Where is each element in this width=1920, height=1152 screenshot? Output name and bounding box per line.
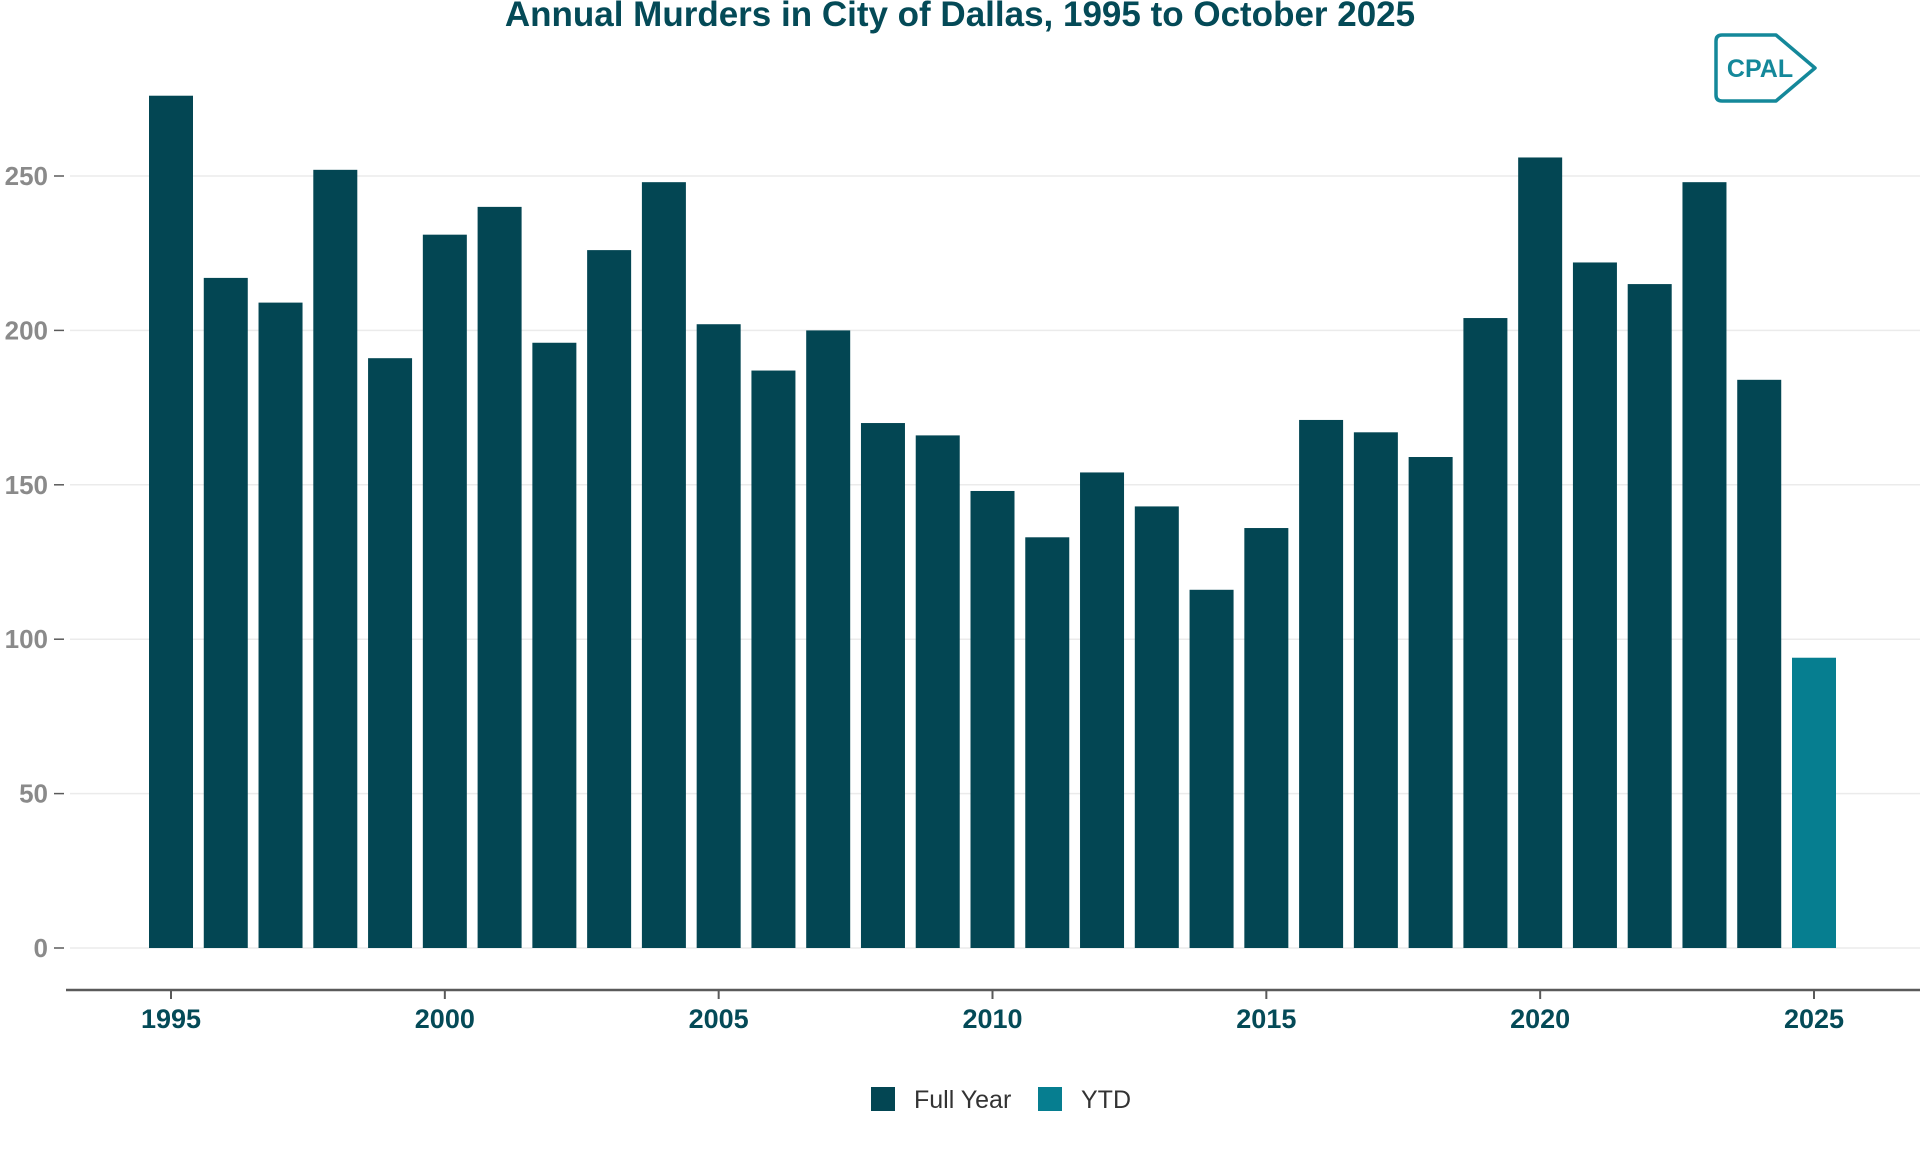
bar-2010 <box>970 490 1015 948</box>
bar-2018 <box>1408 457 1453 948</box>
x-tick-label-2005: 2005 <box>689 1004 749 1034</box>
x-tick-label-2000: 2000 <box>415 1004 475 1034</box>
y-tick-label-0: 0 <box>34 933 48 963</box>
bar-2015 <box>1244 528 1289 948</box>
x-tick-label-2010: 2010 <box>962 1004 1022 1034</box>
bar-2023 <box>1682 182 1727 948</box>
bar-1998 <box>313 169 358 949</box>
bar-2003 <box>587 250 632 948</box>
bar-1997 <box>258 302 303 948</box>
x-tick-label-1995: 1995 <box>141 1004 201 1034</box>
bar-2016 <box>1299 419 1344 948</box>
bar-2000 <box>422 234 467 948</box>
bar-2012 <box>1080 472 1125 948</box>
cpal-logo: CPAL <box>1714 33 1817 103</box>
bar-2021 <box>1572 262 1617 948</box>
x-tick-label-2020: 2020 <box>1510 1004 1570 1034</box>
bar-2024 <box>1737 379 1782 949</box>
cpal-logo-text: CPAL <box>1727 55 1793 83</box>
bar-1996 <box>203 277 248 948</box>
cpal-logo-tag-shape <box>1714 33 1817 103</box>
bar-2013 <box>1134 506 1179 948</box>
axes: 0 50 100 150 200 250 1995 2000 2005 2010 2015 2020 2… <box>5 161 1920 1034</box>
bar-2011 <box>1025 537 1070 948</box>
legend-swatch-ytd <box>1038 1087 1062 1111</box>
bar-2014 <box>1189 589 1234 948</box>
bar-2019 <box>1463 318 1508 949</box>
bar-2006 <box>751 370 796 948</box>
bar-2020 <box>1518 157 1563 949</box>
bar-2005 <box>696 324 741 948</box>
bar-2022 <box>1627 284 1672 949</box>
y-tick-label-250: 250 <box>5 161 48 191</box>
chart-title: Annual Murders in City of Dallas, 1995 t… <box>505 0 1415 34</box>
bar-2025 <box>1792 657 1836 948</box>
bar-2008 <box>860 423 905 948</box>
bar-1999 <box>368 358 413 948</box>
bar-2002 <box>532 342 577 948</box>
bar-2004 <box>641 182 686 948</box>
bar-2009 <box>915 435 960 949</box>
bar-1995 <box>149 95 193 949</box>
legend-label-ytd: YTD <box>1081 1086 1131 1114</box>
legend-swatch-full-year <box>871 1087 895 1111</box>
y-tick-label-50: 50 <box>19 779 48 809</box>
legend-label-full-year: Full Year <box>914 1086 1011 1114</box>
y-tick-label-150: 150 <box>5 470 48 500</box>
bar-2007 <box>806 330 851 948</box>
y-tick-label-100: 100 <box>5 624 48 654</box>
legend: Full Year YTD <box>871 1086 1131 1114</box>
x-tick-label-2025: 2025 <box>1784 1004 1844 1034</box>
y-tick-label-200: 200 <box>5 315 48 345</box>
bar-2001 <box>477 206 522 948</box>
bars <box>149 95 1836 949</box>
bar-2017 <box>1353 432 1398 949</box>
x-tick-label-2015: 2015 <box>1236 1004 1296 1034</box>
